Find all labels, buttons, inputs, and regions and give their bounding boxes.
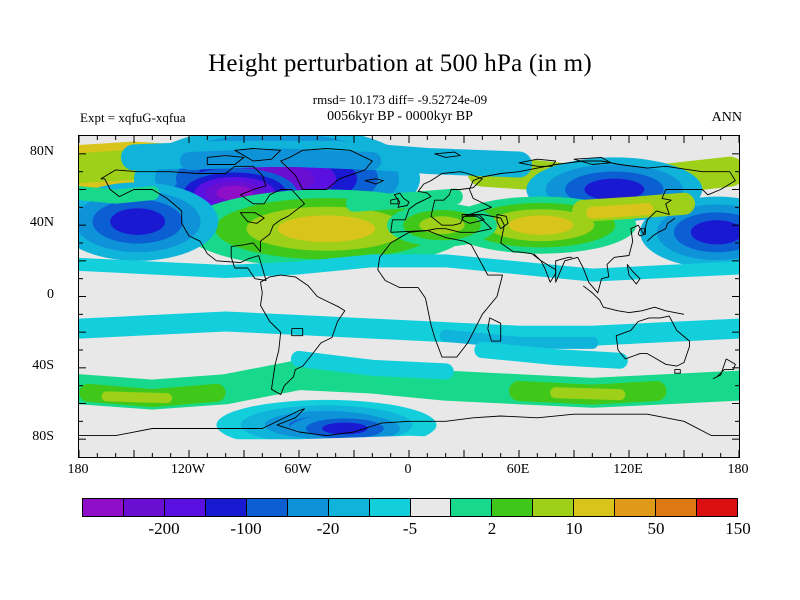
colorbar-label-2: 2 (487, 519, 497, 538)
colorbar-label-150: 150 (725, 519, 751, 538)
x-tick-60E: 60E (506, 462, 530, 477)
colorbar-cell-13[interactable] (615, 499, 657, 516)
experiment-label: Expt = xqfuG-xqfua (80, 110, 186, 125)
colorbar-cell-10[interactable] (492, 499, 534, 516)
x-tick-0: 0 (404, 462, 412, 477)
colorbar-cell-1[interactable] (123, 499, 165, 516)
x-tick-180: 180 (67, 462, 89, 477)
colorbar-cell-6[interactable] (328, 499, 370, 516)
colorbar-label--100: -100 (230, 519, 262, 538)
colorbar-label--20: -20 (316, 519, 340, 538)
colorbar-cell-0[interactable] (83, 499, 124, 516)
y-tick-40N: 40N (29, 215, 54, 231)
colorbar-cell-2[interactable] (164, 499, 206, 516)
y-tick-40S: 40S (32, 357, 54, 373)
map-plot-area (78, 135, 740, 458)
y-tick-0: 0 (47, 286, 54, 302)
colorbar-cell-3[interactable] (205, 499, 247, 516)
x-tick-180: 180 (727, 462, 749, 477)
x-tick-60W: 60W (284, 462, 312, 477)
colorbar[interactable] (82, 498, 738, 517)
colorbar-label-10: 10 (565, 519, 583, 538)
season-label: ANN (711, 110, 742, 125)
colorbar-cell-4[interactable] (246, 499, 288, 516)
y-tick-80S: 80S (32, 429, 54, 445)
colorbar-cell-14[interactable] (656, 499, 698, 516)
stats-line: rmsd= 10.173 diff= -9.52724e-09 (312, 92, 488, 107)
colorbar-cell-15[interactable] (697, 499, 737, 516)
colorbar-label--5: -5 (402, 519, 418, 538)
colorbar-cell-8[interactable] (410, 499, 452, 516)
colorbar-cell-7[interactable] (369, 499, 411, 516)
y-tick-80N: 80N (29, 143, 54, 159)
contour-layer (79, 136, 739, 457)
period-label: 0056kyr BP - 0000kyr BP (327, 109, 473, 124)
page-title: Height perturbation at 500 hPa (in m) (208, 50, 592, 77)
colorbar-cell-12[interactable] (574, 499, 616, 516)
contour-map (78, 135, 740, 458)
contour-svg (79, 136, 739, 457)
colorbar-label-50: 50 (647, 519, 665, 538)
colorbar-cell-5[interactable] (287, 499, 329, 516)
colorbar-cell-11[interactable] (533, 499, 575, 516)
x-tick-120E: 120E (613, 462, 643, 477)
axis-ticks (79, 136, 739, 457)
coastline-layer (79, 148, 739, 437)
colorbar-cell-9[interactable] (451, 499, 493, 516)
x-tick-120W: 120W (170, 462, 206, 477)
colorbar-label--200: -200 (148, 519, 180, 538)
